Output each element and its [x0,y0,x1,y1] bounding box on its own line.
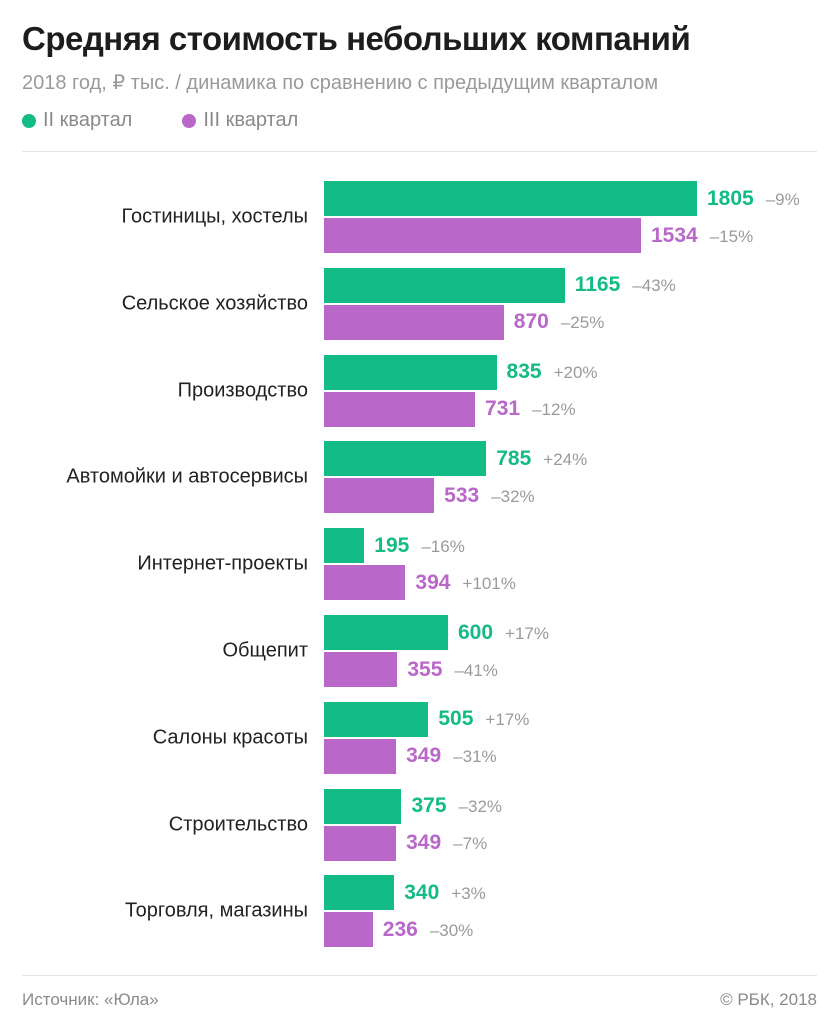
legend-label-q3: III квартал [203,109,299,131]
bar-q2 [324,701,429,737]
category-label: Салоны красоты [152,726,308,749]
bar-q3 [324,478,435,514]
category-label: Строительство [168,813,308,836]
legend-dot-q3 [182,113,197,128]
value-label-q2: 785 [496,446,532,470]
chart-title: Средняя стоимость небольших компаний [22,20,691,57]
change-label-q3: –31% [453,747,497,767]
change-label-q3: –41% [454,660,498,680]
change-label-q2: +17% [505,623,549,643]
change-label-q2: +24% [543,449,588,469]
value-label-q2: 375 [411,794,447,818]
value-label-q3: 1534 [650,223,698,247]
bar-q2 [324,181,697,216]
value-label-q2: 195 [374,533,410,557]
legend-dot-q2 [22,113,36,128]
bar-q3 [324,218,641,253]
value-label-q2: 340 [404,880,440,904]
legend-label-q2: II квартал [43,109,133,131]
value-label-q2: 600 [457,620,494,644]
change-label-q2: +3% [451,883,486,903]
bar-q2 [324,615,448,650]
bar-q2 [324,875,395,911]
category-label: Интернет-проекты [137,552,308,575]
bar-q3 [324,912,373,948]
category-label: Гостиницы, хостелы [121,205,308,228]
bar-q2 [324,788,402,824]
value-label-q3: 349 [406,744,442,768]
chart-subtitle: 2018 год, ₽ тыс. / динамика по сравнению… [22,72,659,94]
change-label-q2: –43% [632,276,676,296]
category-label: Общепит [222,639,308,662]
change-label-q2: –32% [458,797,503,817]
category-label: Производство [177,379,308,402]
change-label-q2: +20% [553,363,598,383]
bar-q3 [324,825,397,861]
value-label-q2: 835 [506,360,542,384]
change-label-q3: –7% [453,834,488,854]
value-label-q3: 355 [407,657,443,681]
value-label-q3: 533 [444,483,480,507]
value-label-q2: 505 [438,707,474,731]
value-label-q3: 394 [415,570,451,594]
legend-item-q3: III квартал [182,109,298,132]
legend-item-q2: II квартал [22,109,132,132]
change-label-q3: –30% [429,920,474,940]
source-note: Источник: «Юла» [22,990,159,1009]
bar-q2 [324,528,365,564]
bar-q2 [324,267,565,303]
change-label-q2: +17% [485,710,530,730]
change-label-q2: –16% [421,536,465,556]
copyright: © РБК, 2018 [720,990,817,1009]
value-label-q3: 731 [485,397,521,421]
bar-q2 [324,354,497,390]
value-label-q3: 870 [513,310,549,334]
bar-q3 [324,652,398,687]
change-label-q3: –32% [491,486,535,506]
bar-q2 [324,441,487,477]
legend: II квартал III квартал [22,109,298,132]
bar-q3 [324,304,504,340]
value-label-q3: 349 [406,831,442,855]
bar-q3 [324,565,406,601]
bar-q3 [324,738,397,774]
value-label-q3: 236 [382,917,418,941]
change-label-q3: –15% [709,226,754,246]
change-label-q2: –9% [765,189,800,209]
bar-q3 [324,391,476,427]
value-label-q2: 1165 [574,273,621,297]
category-label: Торговля, магазины [124,899,308,922]
change-label-q3: +101% [462,573,516,593]
top-divider [22,151,817,152]
bottom-divider [22,975,817,976]
change-label-q3: –25% [560,313,605,333]
change-label-q3: –12% [532,400,576,420]
category-label: Автомойки и автосервисы [66,465,308,488]
value-label-q2: 1805 [707,186,754,210]
category-label: Сельское хозяйство [121,292,308,315]
